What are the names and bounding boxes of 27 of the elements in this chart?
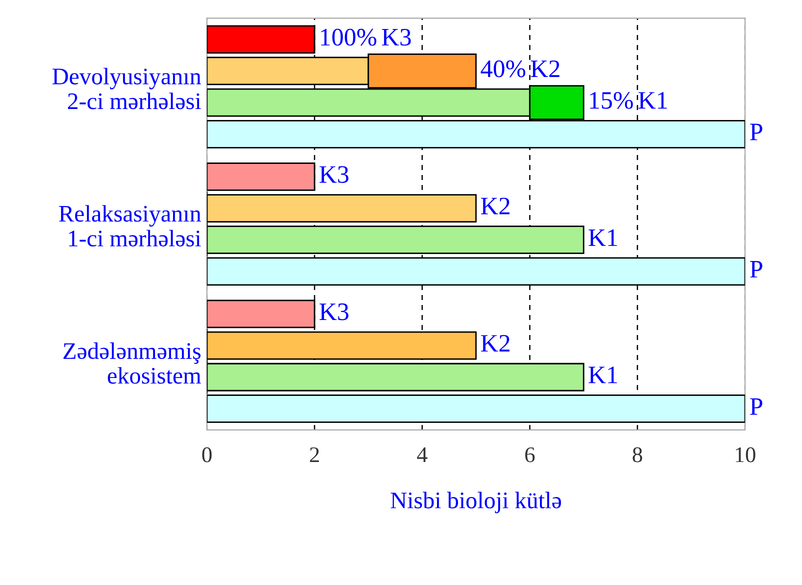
text: K1 bbox=[588, 366, 617, 384]
x-tick-label: 4 bbox=[417, 447, 428, 462]
series-label: K1 bbox=[588, 229, 617, 246]
x-tick-label: 10 bbox=[736, 447, 756, 462]
text: K2 bbox=[481, 335, 510, 352]
text: P bbox=[750, 398, 762, 415]
text: K3 bbox=[382, 28, 411, 46]
y-tick-label: Devolyusiyanın 2-ci mərhələsi bbox=[52, 68, 201, 110]
text: K3 bbox=[320, 303, 348, 320]
x-tick-label: 8 bbox=[632, 447, 642, 462]
text: K1 bbox=[638, 92, 667, 109]
text: P bbox=[750, 261, 762, 278]
y-tick-label: Zədələnməmiş ekosistem bbox=[63, 342, 201, 384]
x-tick-label: 2 bbox=[310, 447, 319, 462]
annotation: 40% bbox=[480, 60, 526, 78]
x-tick-label: 0 bbox=[202, 447, 212, 462]
annotation: 100% bbox=[321, 28, 376, 46]
series-label: P bbox=[750, 124, 762, 140]
x-axis-title: Nisbi bioloji kütlə bbox=[390, 492, 561, 514]
series-label: K2 bbox=[481, 198, 510, 214]
series-label: K3 bbox=[320, 166, 348, 183]
x-tick-label: 6 bbox=[525, 447, 535, 462]
text: K2 bbox=[530, 60, 560, 77]
annotation: 15% bbox=[590, 92, 633, 109]
y-tick-label: Relaksasiyanın 1-ci mərhələsi bbox=[59, 205, 201, 246]
bar bbox=[206, 362, 584, 392]
bar bbox=[206, 194, 477, 222]
